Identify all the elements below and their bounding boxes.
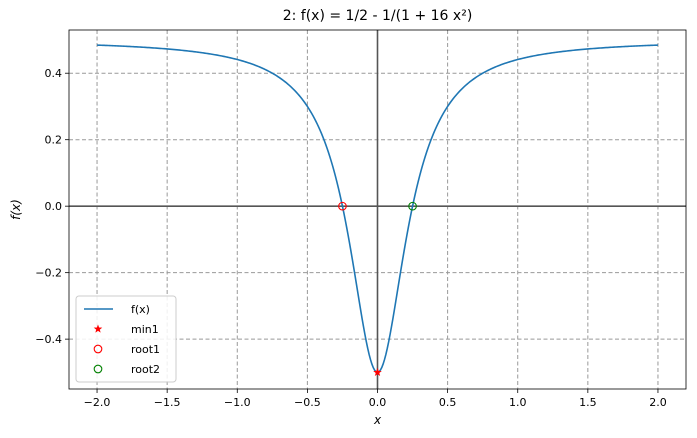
markers	[338, 201, 417, 377]
min1-marker	[373, 367, 382, 377]
legend-marker-swatch	[93, 364, 103, 374]
y-axis-label: f(x)	[9, 199, 23, 220]
root2-marker	[408, 201, 417, 211]
legend-label: min1	[131, 323, 159, 336]
y-tick-label: 0.0	[45, 200, 63, 213]
x-tick-label: 0.5	[439, 396, 457, 409]
x-tick-label: −1.0	[224, 396, 251, 409]
axis-lines	[69, 30, 686, 389]
y-tick-label: 0.2	[45, 134, 63, 147]
legend-label: f(x)	[131, 303, 150, 316]
y-tick-label: 0.4	[45, 67, 63, 80]
y-tick-label: −0.2	[35, 267, 62, 280]
x-tick-label: −0.5	[294, 396, 321, 409]
x-tick-label: 2.0	[649, 396, 667, 409]
x-tick-label: −1.5	[154, 396, 181, 409]
y-tick-label: −0.4	[35, 333, 62, 346]
chart-title: 2: f(x) = 1/2 - 1/(1 + 16 x²)	[283, 8, 473, 24]
legend-label: root2	[131, 363, 160, 376]
x-axis-label: x	[373, 413, 382, 427]
x-tick-label: −2.0	[84, 396, 111, 409]
root1-marker	[338, 201, 347, 211]
x-tick-label: 1.5	[579, 396, 597, 409]
legend-marker-swatch	[93, 344, 103, 354]
legend: f(x) min1 root1 root2	[75, 295, 177, 383]
legend-box	[75, 295, 177, 383]
x-tick-label: 0.0	[369, 396, 387, 409]
legend-label: root1	[131, 343, 160, 356]
ticks: −2.0 −1.5 −1.0 −0.5 0.0 0.5 1.0 1.5 2.0 −0.4 −0.2 0…	[35, 67, 666, 409]
legend-marker-swatch	[93, 324, 103, 333]
x-tick-label: 1.0	[509, 396, 527, 409]
